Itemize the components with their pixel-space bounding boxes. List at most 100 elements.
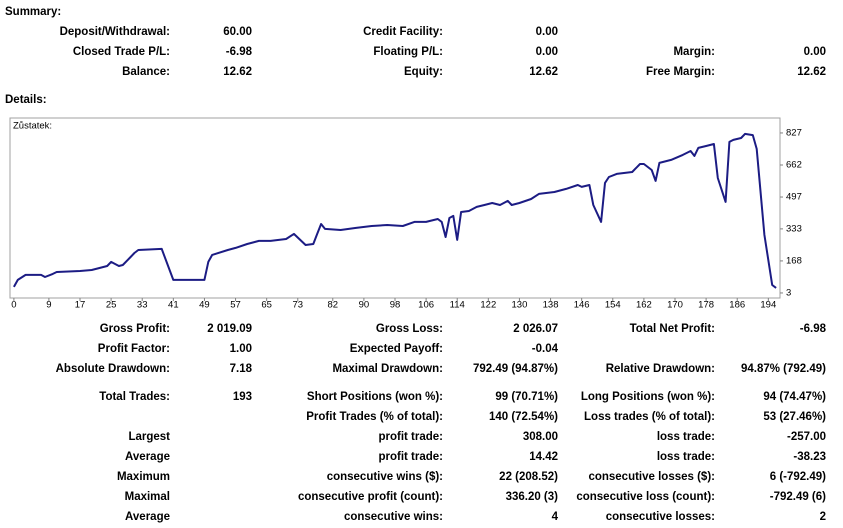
stat-label: Average — [125, 511, 170, 523]
stat-value: 14.42 — [529, 451, 558, 463]
summary-value: 12.62 — [797, 66, 826, 78]
x-tick-label: 49 — [199, 300, 210, 311]
stat-value: 6 (-792.49) — [770, 471, 826, 483]
summary-label: Margin: — [673, 46, 715, 58]
stat-label: profit trade: — [378, 451, 443, 463]
stat-value: 336.20 (3) — [506, 491, 559, 503]
summary-label: Closed Trade P/L: — [73, 46, 170, 58]
stat-value: 94.87% (792.49) — [741, 363, 826, 375]
x-tick-label: 114 — [450, 300, 465, 311]
stat-value: 53 (27.46%) — [763, 411, 826, 423]
x-tick-label: 0 — [11, 300, 16, 311]
summary-label: Free Margin: — [646, 66, 715, 78]
stat-value: 792.49 (94.87%) — [473, 363, 558, 375]
summary-label: Balance: — [122, 66, 170, 78]
stat-label: profit trade: — [378, 431, 443, 443]
stat-label: consecutive losses: — [606, 511, 715, 523]
x-tick-label: 146 — [574, 300, 590, 311]
summary-value: 0.00 — [536, 26, 558, 38]
details-title: Details: — [5, 94, 47, 106]
stat-value: 22 (208.52) — [499, 471, 558, 483]
stat-label: consecutive loss (count): — [576, 491, 715, 503]
stat-label: Profit Trades (% of total): — [306, 411, 443, 423]
x-tick-label: 41 — [168, 300, 179, 311]
stat-label: Gross Loss: — [376, 323, 443, 335]
stat-label: consecutive wins ($): — [327, 471, 443, 483]
stat-value: -792.49 (6) — [770, 491, 826, 503]
y-tick-label: 827 — [786, 127, 802, 138]
summary-title: Summary: — [5, 6, 61, 18]
y-tick-label: 168 — [786, 255, 802, 266]
stat-label: Total Net Profit: — [630, 323, 715, 335]
stat-value: 99 (70.71%) — [495, 391, 558, 403]
x-tick-label: 9 — [46, 300, 51, 311]
x-tick-label: 98 — [390, 300, 401, 311]
stat-label: Relative Drawdown: — [606, 363, 715, 375]
stat-label: Average — [125, 451, 170, 463]
x-tick-label: 194 — [760, 300, 776, 311]
summary-label: Floating P/L: — [373, 46, 443, 58]
x-tick-label: 122 — [480, 300, 496, 311]
x-tick-label: 178 — [698, 300, 714, 311]
stat-label: consecutive profit (count): — [298, 491, 443, 503]
x-tick-label: 106 — [418, 300, 434, 311]
summary-value: 0.00 — [804, 46, 826, 58]
summary-label: Equity: — [404, 66, 443, 78]
x-tick-label: 154 — [605, 300, 621, 311]
summary-value: 60.00 — [223, 26, 252, 38]
x-tick-label: 17 — [75, 300, 86, 311]
y-tick-label: 333 — [786, 223, 802, 234]
stat-value: 2 019.09 — [207, 323, 252, 335]
chart-frame — [9, 117, 781, 299]
stat-label: Loss trades (% of total): — [584, 411, 715, 423]
y-tick-label: 662 — [786, 160, 802, 171]
balance-line — [13, 132, 777, 289]
x-tick-label: 57 — [230, 300, 241, 311]
stat-value: 2 — [820, 511, 826, 523]
stat-label: consecutive losses ($): — [588, 471, 715, 483]
stat-value: 7.18 — [230, 363, 253, 375]
x-tick-label: 73 — [292, 300, 303, 311]
stat-value: -6.98 — [800, 323, 827, 335]
stat-value: -38.23 — [793, 451, 826, 463]
stat-value: 4 — [552, 511, 559, 523]
stat-value: 1.00 — [230, 343, 252, 355]
stat-value: 94 (74.47%) — [763, 391, 826, 403]
summary-value: 12.62 — [529, 66, 558, 78]
x-tick-label: 138 — [543, 300, 559, 311]
y-tick-label: 497 — [786, 192, 802, 203]
stat-label: consecutive wins: — [344, 511, 443, 523]
stat-label: Total Trades: — [99, 391, 170, 403]
x-tick-label: 162 — [636, 300, 652, 311]
stat-label: Short Positions (won %): — [307, 391, 443, 403]
stat-value: -257.00 — [787, 431, 826, 443]
stat-label: Long Positions (won %): — [581, 391, 715, 403]
stat-label: loss trade: — [657, 451, 715, 463]
stat-value: 308.00 — [523, 431, 558, 443]
stat-value: 193 — [233, 391, 252, 403]
stat-label: Gross Profit: — [100, 323, 170, 335]
summary-label: Deposit/Withdrawal: — [60, 26, 170, 38]
summary-value: -6.98 — [226, 46, 253, 58]
x-tick-label: 25 — [106, 300, 117, 311]
summary-value: 12.62 — [223, 66, 252, 78]
x-tick-label: 186 — [729, 300, 745, 311]
chart-label: Zůstatek: — [13, 121, 52, 132]
y-tick-label: 3 — [786, 287, 791, 298]
stat-value: -0.04 — [532, 343, 559, 355]
stat-value: 140 (72.54%) — [489, 411, 558, 423]
stat-label: Maximal — [125, 491, 170, 503]
stat-label: Maximum — [117, 471, 170, 483]
x-tick-label: 65 — [261, 300, 272, 311]
stat-value: 2 026.07 — [513, 323, 558, 335]
stat-label: Absolute Drawdown: — [56, 363, 170, 375]
stat-label: Profit Factor: — [98, 343, 170, 355]
x-tick-label: 82 — [327, 300, 338, 311]
stat-label: Expected Payoff: — [350, 343, 443, 355]
summary-label: Credit Facility: — [363, 26, 443, 38]
stat-label: Maximal Drawdown: — [332, 363, 443, 375]
x-tick-label: 130 — [512, 300, 528, 311]
x-tick-label: 170 — [667, 300, 683, 311]
x-tick-label: 33 — [137, 300, 148, 311]
